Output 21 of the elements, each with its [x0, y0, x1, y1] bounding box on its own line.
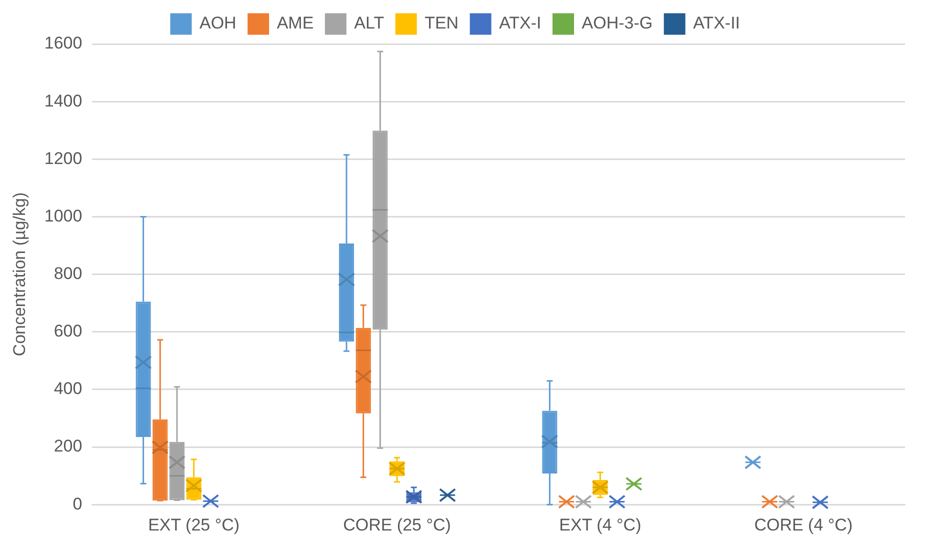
y-tick-label: 400 — [54, 379, 82, 398]
legend-label: ATX-I — [499, 14, 542, 33]
x-tick-label: EXT (25 °C) — [148, 515, 240, 534]
x-tick-label: CORE (4 °C) — [754, 515, 853, 534]
y-tick-label: 1000 — [44, 206, 82, 226]
legend-label: ALT — [354, 14, 384, 33]
y-tick-label: 1400 — [44, 91, 82, 110]
x-tick-label: EXT (4 °C) — [559, 515, 642, 534]
y-tick-label: 1600 — [44, 34, 82, 53]
x-tick-label: CORE (25 °C) — [343, 515, 451, 534]
legend-label: AME — [276, 14, 314, 33]
y-tick-label: 600 — [54, 322, 82, 341]
legend-label: ATX-II — [693, 14, 740, 33]
legend-label: TEN — [424, 14, 459, 33]
y-tick-label: 1200 — [44, 148, 82, 168]
y-tick-label: 800 — [54, 264, 82, 283]
y-axis-title: Concentration (µg/kg) — [10, 192, 29, 356]
legend-label: AOH-3-G — [582, 14, 653, 33]
y-tick-label: 0 — [72, 494, 82, 514]
y-tick-label: 200 — [54, 436, 82, 456]
legend-label: AOH — [199, 14, 236, 33]
